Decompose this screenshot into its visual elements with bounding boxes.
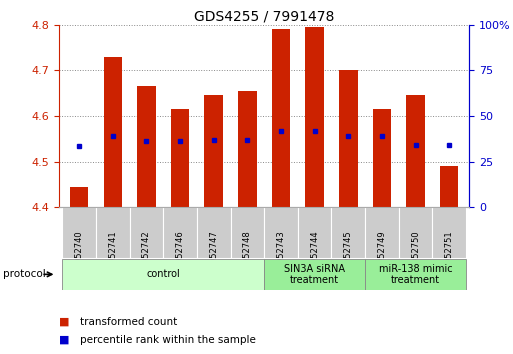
Text: protocol: protocol	[3, 269, 45, 279]
Bar	[238, 91, 256, 207]
Bar	[197, 207, 230, 258]
Text: GSM952750: GSM952750	[411, 230, 420, 281]
Bar	[137, 86, 156, 207]
Text: GSM952743: GSM952743	[277, 230, 286, 281]
Text: ■: ■	[59, 335, 69, 345]
Bar	[163, 207, 197, 258]
Bar	[406, 96, 425, 207]
Text: SIN3A siRNA
treatment: SIN3A siRNA treatment	[284, 263, 345, 285]
Text: GSM952747: GSM952747	[209, 230, 218, 281]
Title: GDS4255 / 7991478: GDS4255 / 7991478	[194, 10, 334, 24]
Bar	[96, 207, 130, 258]
Bar	[305, 27, 324, 207]
Text: GSM952742: GSM952742	[142, 230, 151, 281]
Bar	[70, 187, 88, 207]
Text: GSM952740: GSM952740	[75, 230, 84, 281]
Bar	[399, 207, 432, 258]
Bar	[264, 207, 298, 258]
Bar	[63, 207, 96, 258]
Bar	[365, 259, 466, 290]
Bar	[298, 207, 331, 258]
Text: GSM952741: GSM952741	[108, 230, 117, 281]
Bar	[264, 259, 365, 290]
Bar	[331, 207, 365, 258]
Bar	[365, 207, 399, 258]
Bar	[104, 57, 122, 207]
Text: transformed count: transformed count	[80, 317, 177, 327]
Text: GSM952746: GSM952746	[175, 230, 185, 281]
Bar	[230, 207, 264, 258]
Bar	[171, 109, 189, 207]
Text: control: control	[146, 269, 180, 279]
Text: miR-138 mimic
treatment: miR-138 mimic treatment	[379, 263, 452, 285]
Text: GSM952745: GSM952745	[344, 230, 353, 281]
Bar	[440, 166, 459, 207]
Bar	[205, 96, 223, 207]
Bar	[432, 207, 466, 258]
Text: GSM952748: GSM952748	[243, 230, 252, 281]
Bar	[272, 29, 290, 207]
Bar	[130, 207, 163, 258]
Bar	[372, 109, 391, 207]
Text: GSM952749: GSM952749	[378, 230, 386, 281]
Text: GSM952744: GSM952744	[310, 230, 319, 281]
Text: GSM952751: GSM952751	[445, 230, 453, 281]
Text: ■: ■	[59, 317, 69, 327]
Bar	[339, 70, 358, 207]
Bar	[63, 259, 264, 290]
Text: percentile rank within the sample: percentile rank within the sample	[80, 335, 255, 345]
